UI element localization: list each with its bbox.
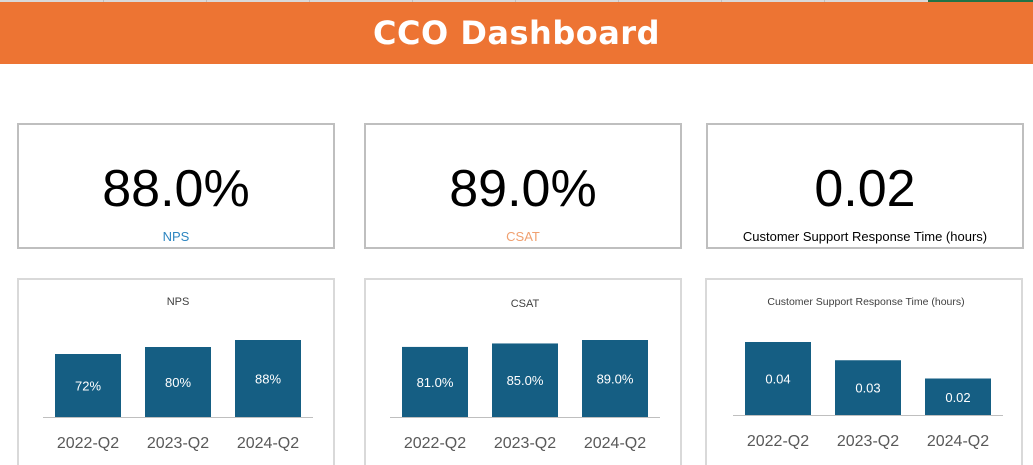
chart-title: NPS <box>167 296 190 308</box>
x-tick-label: 2023-Q2 <box>494 435 556 452</box>
response-time-bar-chart: Customer Support Response Time (hours) 0.… <box>733 296 1003 450</box>
kpi-label: NPS <box>162 229 190 244</box>
bar-2022-Q2[interactable] <box>55 354 121 417</box>
x-tick-label: 2022-Q2 <box>57 435 119 452</box>
chart-nps[interactable]: NPS 72% 2022-Q2 80% 2023-Q2 88% 2024-Q2 <box>17 278 335 465</box>
kpi-label: Customer Support Response Time (hours) <box>742 229 988 244</box>
bar-2022-Q2[interactable] <box>402 346 468 417</box>
data-label: 89.0% <box>597 372 634 387</box>
bar-2024-Q2[interactable] <box>235 340 301 417</box>
data-label: 0.04 <box>765 372 790 387</box>
x-tick-label: 2022-Q2 <box>404 435 466 452</box>
bar-2023-Q2[interactable] <box>145 347 211 417</box>
data-label: 0.03 <box>855 381 880 396</box>
dashboard-header: CCO Dashboard <box>0 2 1033 64</box>
chart-response-time[interactable]: Customer Support Response Time (hours) 0.… <box>705 278 1023 465</box>
bar-2022-Q2[interactable] <box>745 342 811 415</box>
page-title: CCO Dashboard <box>373 14 660 52</box>
kpi-card-response-time[interactable]: 0.02 Customer Support Response Time (hou… <box>706 123 1024 249</box>
chart-csat[interactable]: CSAT 81.0% 2022-Q2 85.0% 2023-Q2 89.0% 2024-Q2 <box>364 278 682 465</box>
kpi-card-csat[interactable]: 89.0% CSAT <box>364 123 682 249</box>
chart-title: Customer Support Response Time (hours) <box>767 296 964 308</box>
x-tick-label: 2023-Q2 <box>837 433 899 450</box>
sheet-column-strip <box>0 0 1033 2</box>
x-tick-label: 2024-Q2 <box>927 433 989 450</box>
chart-title: CSAT <box>511 298 540 310</box>
data-label: 81.0% <box>417 375 454 390</box>
data-label: 85.0% <box>507 373 544 388</box>
nps-bar-chart: NPS 72% 2022-Q2 80% 2023-Q2 88% 2024-Q2 <box>43 296 313 452</box>
data-label: 72% <box>75 379 101 394</box>
data-label: 88% <box>255 372 281 387</box>
kpi-value: 88.0% <box>102 160 250 218</box>
kpi-value: 89.0% <box>449 160 597 218</box>
bar-2024-Q2[interactable] <box>582 340 648 417</box>
csat-bar-chart: CSAT 81.0% 2022-Q2 85.0% 2023-Q2 89.0% 2024-Q2 <box>390 298 660 452</box>
x-tick-label: 2023-Q2 <box>147 435 209 452</box>
bar-2023-Q2[interactable] <box>492 343 558 417</box>
kpi-value: 0.02 <box>814 160 916 218</box>
bar-2024-Q2[interactable] <box>925 378 991 416</box>
x-tick-label: 2024-Q2 <box>584 435 646 452</box>
x-tick-label: 2024-Q2 <box>237 435 299 452</box>
selected-cell-indicator <box>928 0 1033 2</box>
kpi-card-nps[interactable]: 88.0% NPS <box>17 123 335 249</box>
bar-2023-Q2[interactable] <box>835 360 901 415</box>
data-label: 0.02 <box>945 390 970 405</box>
data-label: 80% <box>165 375 191 390</box>
kpi-label: CSAT <box>506 229 540 244</box>
x-tick-label: 2022-Q2 <box>747 433 809 450</box>
